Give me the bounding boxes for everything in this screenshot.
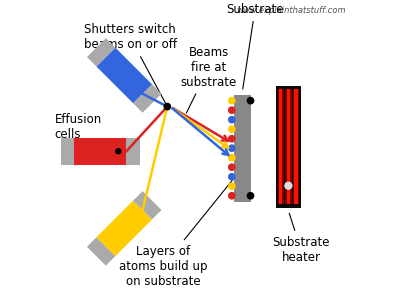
Circle shape	[228, 97, 236, 104]
Circle shape	[228, 144, 236, 152]
Circle shape	[247, 97, 254, 104]
Bar	[285, 89, 292, 204]
Circle shape	[284, 182, 292, 190]
Circle shape	[228, 125, 236, 133]
Polygon shape	[87, 237, 115, 266]
Circle shape	[164, 103, 171, 110]
Polygon shape	[87, 38, 115, 67]
Polygon shape	[133, 84, 162, 113]
Text: Effusion
cells: Effusion cells	[54, 113, 102, 149]
Polygon shape	[133, 191, 162, 220]
Bar	[293, 89, 299, 204]
Text: Shutters switch
beams on or off: Shutters switch beams on or off	[84, 23, 177, 104]
Circle shape	[228, 182, 236, 190]
Circle shape	[228, 116, 236, 124]
Circle shape	[228, 154, 236, 162]
Polygon shape	[126, 138, 140, 164]
Circle shape	[228, 135, 236, 142]
Bar	[294, 89, 298, 204]
Polygon shape	[96, 48, 152, 103]
Text: Layers of
atoms build up
on substrate: Layers of atoms build up on substrate	[119, 180, 232, 288]
Text: Substrate: Substrate	[226, 3, 284, 89]
Bar	[279, 89, 282, 204]
Text: www.explainthatstuff.com: www.explainthatstuff.com	[236, 6, 346, 15]
Bar	[276, 86, 301, 208]
Bar	[278, 89, 284, 204]
Polygon shape	[74, 138, 126, 164]
Circle shape	[228, 106, 236, 114]
Circle shape	[228, 173, 236, 181]
Text: Substrate
heater: Substrate heater	[272, 213, 330, 264]
Circle shape	[247, 192, 254, 200]
Circle shape	[115, 148, 122, 154]
Bar	[287, 89, 290, 204]
Circle shape	[228, 192, 236, 200]
Bar	[234, 95, 250, 202]
Polygon shape	[61, 138, 74, 164]
Circle shape	[228, 164, 236, 171]
Text: Beams
fire at
substrate: Beams fire at substrate	[181, 46, 237, 113]
Polygon shape	[96, 201, 152, 256]
